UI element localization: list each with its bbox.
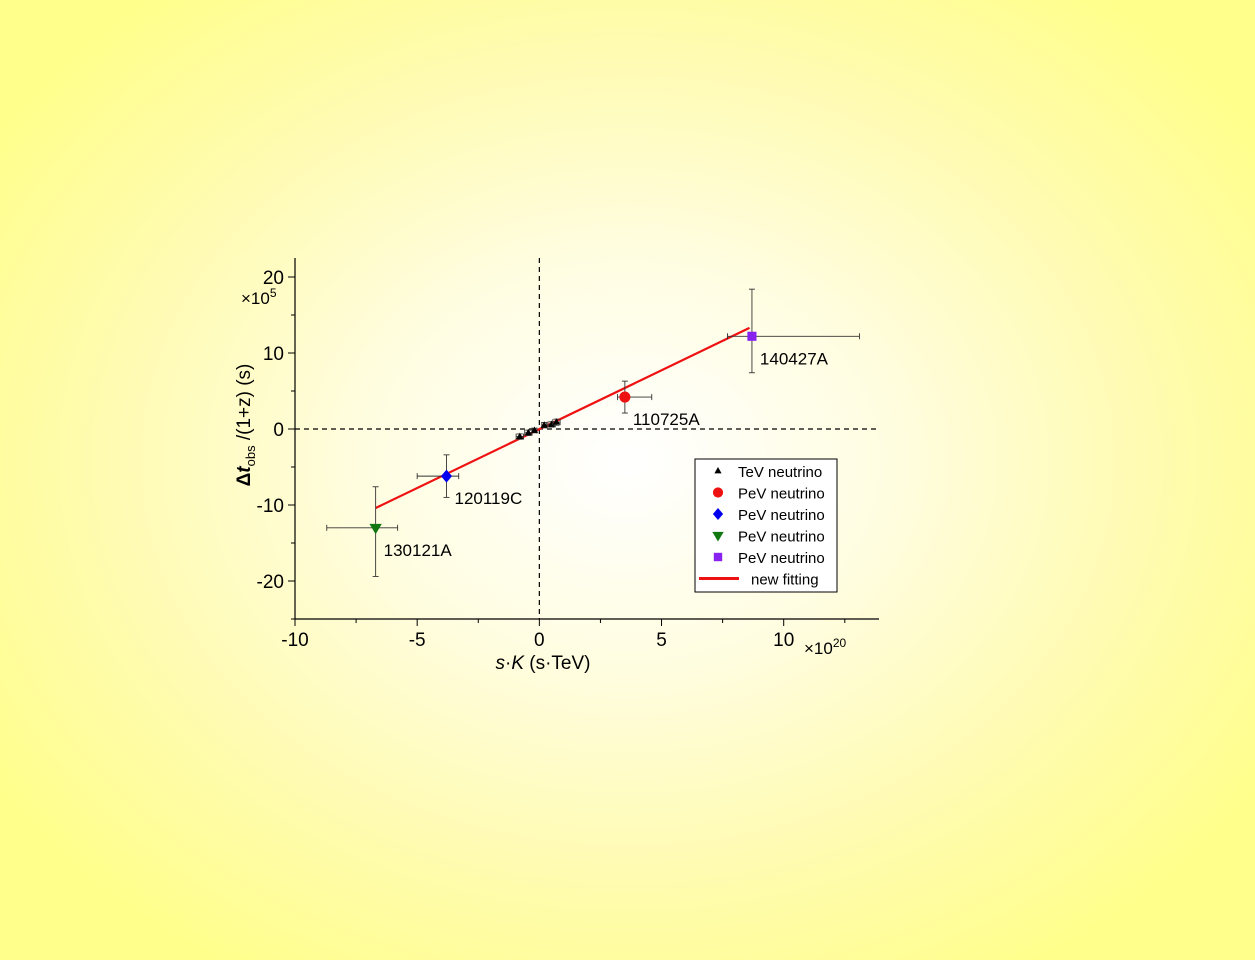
legend-marker: [712, 487, 724, 498]
data-point: [547, 420, 556, 427]
y-tick-label: -10: [257, 496, 284, 517]
legend-label: PeV neutrino: [738, 507, 825, 524]
data-point: [440, 469, 453, 483]
data-point: [540, 421, 548, 428]
data-point: [552, 418, 561, 425]
x-tick-label: 10: [773, 630, 794, 651]
y-tick-label: 10: [263, 344, 284, 365]
x-tick-label: -5: [409, 630, 426, 651]
legend-marker: [712, 531, 724, 542]
legend-marker: [714, 467, 722, 474]
legend-label: PeV neutrino: [738, 550, 825, 567]
point-label: 120119C: [454, 489, 522, 508]
y-tick-label: -20: [257, 572, 284, 593]
legend-label: TeV neutrino: [738, 464, 822, 481]
x-axis-multiplier: ×1020: [804, 636, 847, 658]
legend-marker: [712, 508, 724, 520]
point-label: 140427A: [760, 349, 829, 368]
data-point: [369, 523, 382, 535]
y-tick-label: 0: [273, 420, 284, 441]
x-tick-label: 5: [656, 630, 667, 651]
axes: -10 -5 0 5 10 -20 -10 0 10 20: [257, 258, 879, 651]
legend: TeV neutrino PeV neutrino PeV neutrino PeV …: [694, 458, 838, 593]
point-label: 110725A: [633, 410, 700, 429]
data-point: [516, 432, 524, 439]
legend-box: [694, 458, 838, 593]
x-tick-label: 0: [534, 630, 545, 651]
x-axis-title: s·K (s·TeV): [495, 653, 590, 674]
data-point: [619, 391, 631, 403]
legend-label: PeV neutrino: [738, 486, 825, 503]
fit-line: [375, 326, 750, 510]
legend-label: new fitting: [751, 572, 819, 589]
data-point: [530, 426, 539, 433]
data-point: [524, 428, 532, 436]
data-point: [747, 331, 757, 341]
y-axis-title: Δtobs /(1+z) (s): [234, 364, 258, 487]
data-series: 110725A 120119C 130121A 140427A: [326, 288, 860, 577]
y-axis-multiplier: ×105: [241, 286, 277, 308]
legend-marker: [713, 552, 723, 562]
x-tick-label: -10: [281, 630, 308, 651]
point-label: 130121A: [384, 541, 453, 560]
legend-label: PeV neutrino: [738, 529, 825, 546]
y-tick-label: 20: [263, 268, 284, 289]
